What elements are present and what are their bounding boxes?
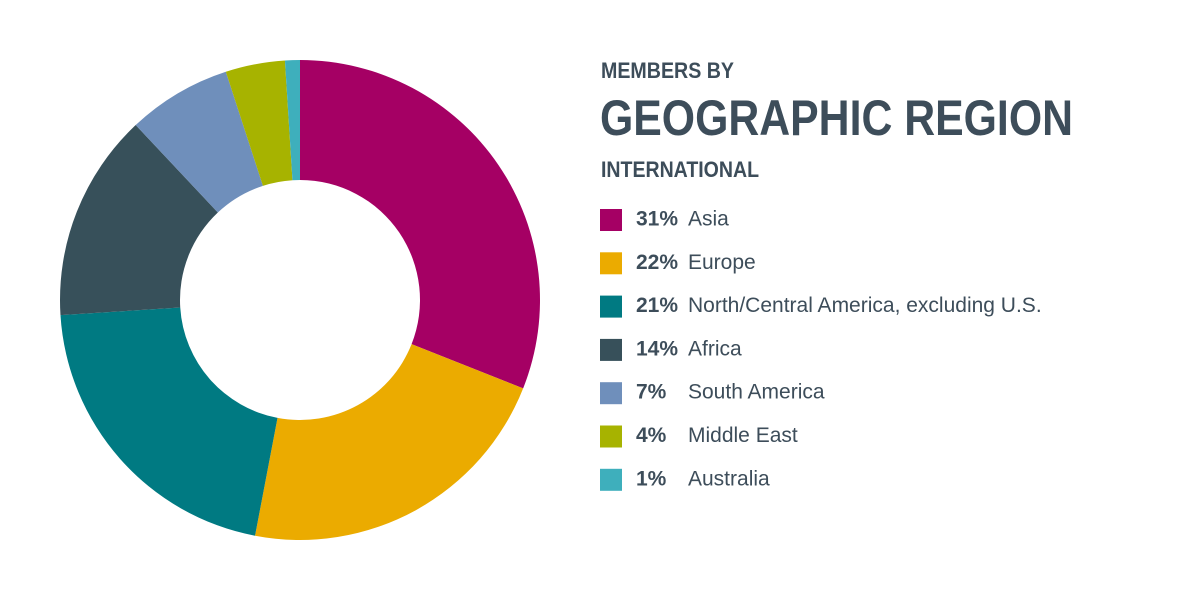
legend-label: Australia (688, 467, 770, 490)
legend-label: North/Central America, excluding U.S. (688, 294, 1042, 317)
donut-segment (60, 307, 278, 536)
legend-swatch (600, 209, 622, 231)
legend-value: 4% (636, 424, 667, 447)
legend-swatch (600, 468, 622, 491)
legend-value: 22% (636, 251, 678, 274)
donut-segment (300, 60, 540, 389)
donut-segment (284, 60, 300, 181)
donut-segment (225, 60, 293, 186)
chart-title: GEOGRAPHIC REGION (600, 90, 1073, 146)
legend-swatch (600, 382, 622, 405)
legend-label: Africa (688, 337, 742, 360)
legend-value: 14% (636, 337, 678, 360)
legend-swatch (600, 252, 622, 275)
legend-label: South America (688, 381, 825, 404)
donut-segment (255, 344, 524, 540)
donut-segment (135, 71, 263, 213)
donut-segment (60, 125, 218, 316)
legend-value: 31% (636, 208, 678, 231)
legend-swatch (600, 338, 622, 361)
legend-value: 1% (636, 467, 667, 490)
legend-label: Middle East (688, 424, 798, 447)
legend-label: Europe (688, 251, 756, 274)
chart-subtitle: INTERNATIONAL (601, 157, 759, 182)
legend-value: 7% (636, 381, 667, 404)
legend-label: Asia (688, 208, 729, 231)
chart-pretitle: MEMBERS BY (601, 58, 734, 83)
legend-swatch (600, 295, 622, 318)
legend-value: 21% (636, 294, 678, 317)
legend-swatch (600, 425, 622, 448)
